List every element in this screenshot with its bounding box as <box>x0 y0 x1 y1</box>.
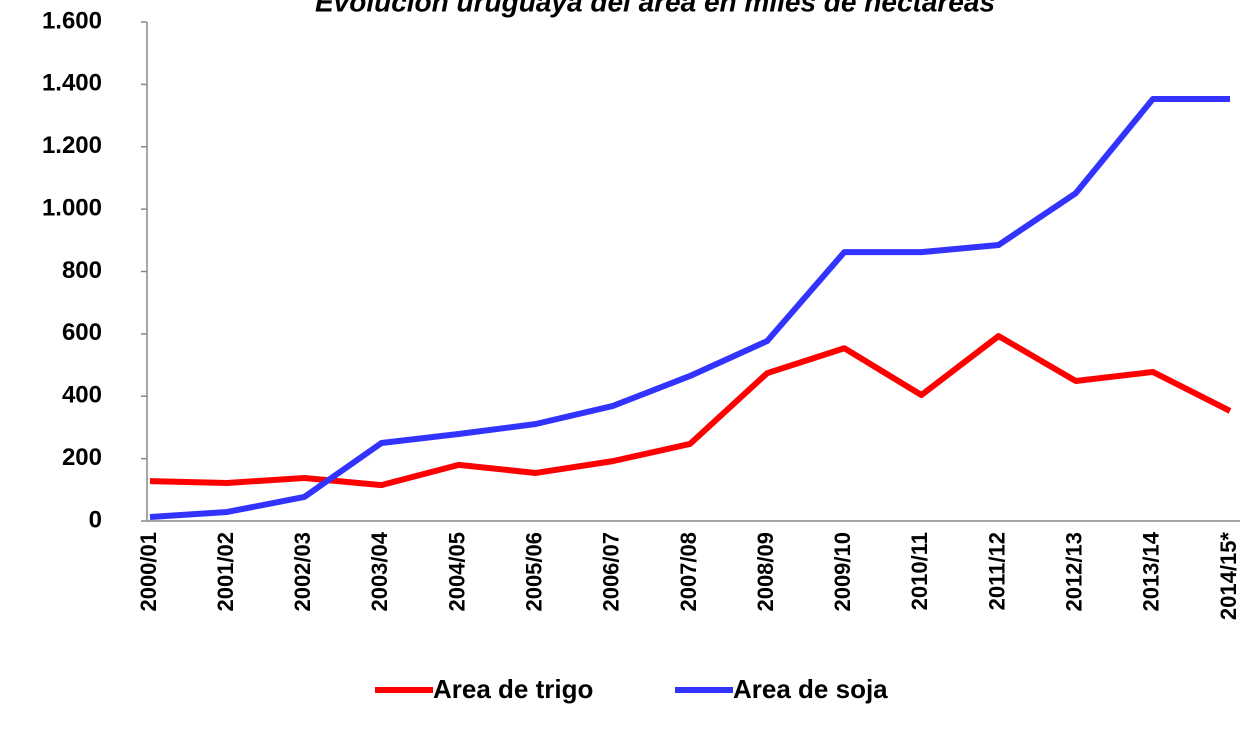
x-tick-label: 2006/07 <box>599 532 624 612</box>
x-tick-label: 2012/13 <box>1062 532 1087 612</box>
y-tick-label: 1.000 <box>42 194 102 221</box>
x-tick-label: 2010/11 <box>907 532 932 610</box>
y-tick-label: 1.400 <box>42 70 102 97</box>
x-tick-label: 2014/15* <box>1216 532 1241 621</box>
series-line <box>149 96 1230 520</box>
chart-title: Evolución uruguaya del área en miles de … <box>315 0 995 17</box>
y-tick-label: 800 <box>62 257 102 284</box>
x-tick-label: 2007/08 <box>676 532 701 612</box>
x-tick-label: 2002/03 <box>290 532 315 612</box>
x-tick-label: 2003/04 <box>367 531 392 611</box>
x-tick-label: 2011/12 <box>984 532 1009 610</box>
x-tick-label: 2000/01 <box>136 532 161 612</box>
x-tick-label: 2013/14 <box>1139 531 1164 611</box>
y-tick-label: 1.200 <box>42 132 102 159</box>
x-tick-label: 2004/05 <box>444 532 469 612</box>
y-tick-label: 0 <box>89 506 102 533</box>
y-tick-label: 400 <box>62 382 102 409</box>
legend-label: Area de trigo <box>433 674 593 704</box>
series-line <box>149 333 1232 489</box>
x-tick-label: 2001/02 <box>213 532 238 612</box>
y-tick-label: 200 <box>62 444 102 471</box>
x-tick-label: 2008/09 <box>753 532 778 612</box>
x-tick-label: 2005/06 <box>522 532 547 612</box>
y-tick-label: 600 <box>62 319 102 346</box>
legend-label: Area de soja <box>733 674 888 704</box>
x-tick-label: 2009/10 <box>830 532 855 612</box>
y-tick-label: 1.600 <box>42 7 102 34</box>
